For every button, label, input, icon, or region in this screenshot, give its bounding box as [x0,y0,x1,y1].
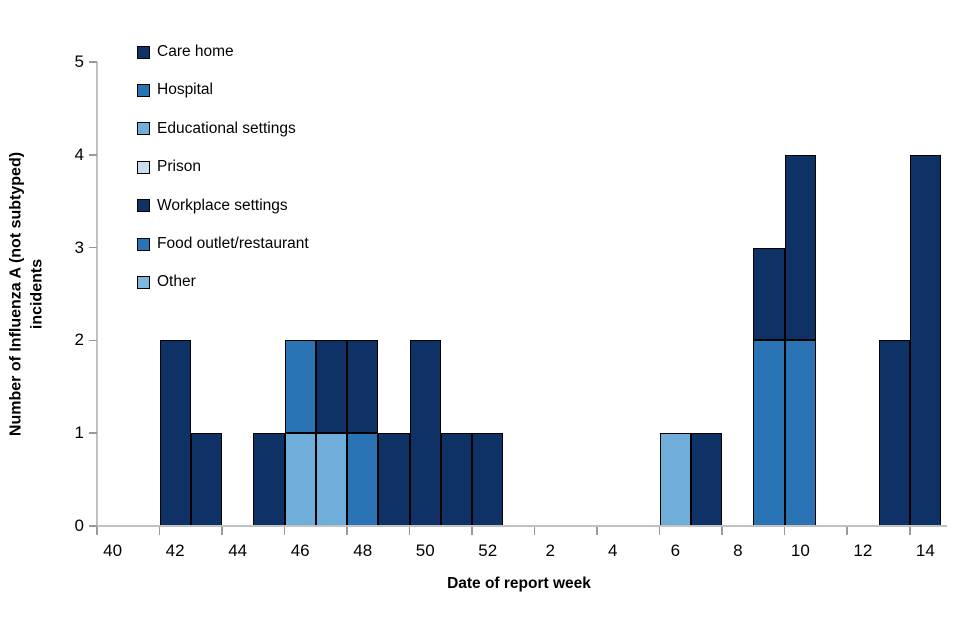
x-tick [658,527,661,535]
y-tick [89,432,97,434]
legend-item: Other [137,273,196,291]
y-tick [89,246,97,249]
bar-segment [159,340,191,526]
bar-segment [472,433,504,526]
x-tick-label: 14 [915,541,935,560]
legend-swatch-icon [137,275,150,289]
bar-segment [753,247,785,341]
legend-label: Hospital [157,81,213,99]
bar-segment [753,340,785,526]
bar-segment [690,433,723,526]
x-tick [846,527,848,535]
x-tick-label: 44 [228,541,248,560]
legend-item: Prison [137,158,201,176]
x-tick-label: 40 [103,541,123,560]
x-axis-title: Date of report week [447,575,591,592]
y-axis-title-line1: Number of Influenza A (not subtyped) [7,151,25,437]
y-tick [89,154,97,156]
x-tick-label: 8 [733,541,743,560]
bar-segment [784,340,816,526]
bar-segment [284,433,316,526]
x-tick-label: 50 [415,541,435,560]
x-tick [408,527,411,535]
x-tick [346,527,348,535]
y-tick-label: 4 [74,144,84,164]
legend-swatch-icon [137,45,150,59]
y-axis-title-line2: incidents [28,258,46,330]
x-tick [909,527,911,535]
legend-swatch-icon [137,122,150,136]
legend-label: Care home [157,43,234,60]
legend-label: Prison [157,158,201,176]
y-axis-title: Number of Influenza A (not subtyped) inc… [6,62,48,527]
x-axis-line [94,525,948,527]
bar-segment [878,340,910,526]
bar-segment [315,340,348,434]
x-tick-label: 46 [290,541,310,560]
y-tick-label: 3 [74,237,84,257]
bar-segment [784,154,816,341]
legend-label: Other [157,273,196,291]
x-tick [221,527,223,535]
bar-segment [253,433,285,526]
bar-segment [347,433,379,526]
bar-segment [440,433,473,526]
y-tick-label: 2 [74,330,84,350]
x-tick [596,527,598,535]
x-tick [158,527,161,535]
x-tick-label: 42 [165,541,185,560]
bar-segment [409,340,441,526]
legend-swatch-icon [137,83,150,97]
legend-swatch-icon [137,160,150,174]
x-tick [783,527,786,535]
y-tick-label: 0 [74,516,84,535]
legend-swatch-icon [137,199,150,213]
legend-label: Food outlet/restaurant [157,235,309,252]
y-axis-line [95,62,98,528]
x-tick-label: 10 [790,541,810,560]
x-tick-label: 52 [478,541,498,560]
legend-item: Care home [137,43,234,60]
bar-segment [190,433,223,526]
bar-segment [284,340,316,434]
x-tick [283,527,286,535]
x-tick [533,527,536,535]
x-tick [471,527,473,535]
legend-label: Educational settings [157,119,296,137]
legend-label: Workplace settings [157,196,288,214]
bar-segment [347,340,379,434]
x-tick-label: 4 [608,541,618,560]
legend-item: Educational settings [137,119,296,137]
y-tick [89,525,97,527]
y-tick-label: 5 [74,52,84,71]
x-tick [96,527,98,535]
legend-item: Food outlet/restaurant [137,235,309,252]
x-tick-label: 2 [545,541,555,560]
legend-item: Workplace settings [137,196,288,214]
bar-segment [315,433,348,526]
bar-segment [378,433,410,526]
legend-item: Hospital [137,81,213,99]
y-tick [89,339,97,342]
x-tick [721,527,723,535]
x-tick-label: 12 [853,541,873,560]
y-tick-label: 1 [74,423,84,443]
bar-segment [909,154,941,526]
y-tick [89,61,97,63]
x-tick-label: 48 [353,541,373,560]
bar-segment [659,433,691,526]
x-tick-label: 6 [670,541,681,560]
legend-swatch-icon [137,237,150,251]
